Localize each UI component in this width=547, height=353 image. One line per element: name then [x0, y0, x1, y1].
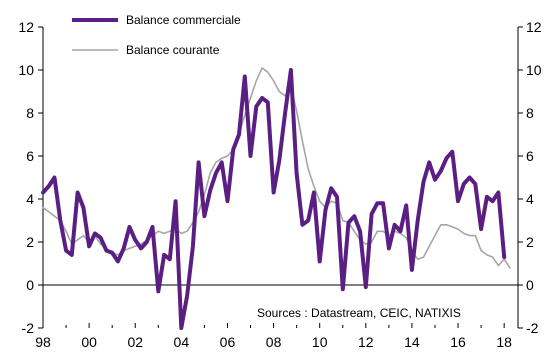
y-tick-label-left: 6: [26, 148, 34, 164]
y-tick-label-right: 4: [526, 191, 534, 207]
legend: Balance commerciale Balance courante: [72, 13, 241, 57]
legend-label-balance-courante: Balance courante: [126, 43, 220, 57]
x-tick-label: 04: [174, 334, 190, 350]
x-tick-label: 06: [220, 334, 236, 350]
y-tick-label-right: 12: [526, 19, 542, 35]
legend-label-balance-commerciale: Balance commerciale: [126, 13, 241, 27]
y-tick-label-right: 10: [526, 62, 542, 78]
series-lines: [41, 67, 511, 330]
y-tick-label-right: 2: [526, 234, 534, 250]
source-note: Sources : Datastream, CEIC, NATIXIS: [257, 306, 461, 320]
x-tick-label: 12: [358, 334, 374, 350]
x-tick-label: 14: [404, 334, 420, 350]
y-tick-label-left: 10: [18, 62, 34, 78]
x-tick-label: 16: [450, 334, 466, 350]
y-tick-label-right: 0: [526, 277, 534, 293]
y-tick-label-left: 12: [18, 19, 34, 35]
y-tick-label-left: 4: [26, 191, 34, 207]
y-tick-label-left: 8: [26, 105, 34, 121]
y-tick-label-left: 2: [26, 234, 34, 250]
y-tick-label-left: 0: [26, 277, 34, 293]
x-tick-label: 08: [266, 334, 282, 350]
x-tick-label: 98: [35, 334, 51, 350]
y-tick-label-right: 8: [526, 105, 534, 121]
x-tick-label: 10: [312, 334, 328, 350]
x-tick-label: 00: [81, 334, 97, 350]
y-tick-label-right: -2: [526, 320, 539, 336]
y-tick-label-left: -2: [22, 320, 35, 336]
y-tick-label-right: 6: [526, 148, 534, 164]
x-tick-label: 18: [496, 334, 512, 350]
series-line-balance-commerciale: [41, 68, 507, 330]
x-tick-label: 02: [127, 334, 143, 350]
